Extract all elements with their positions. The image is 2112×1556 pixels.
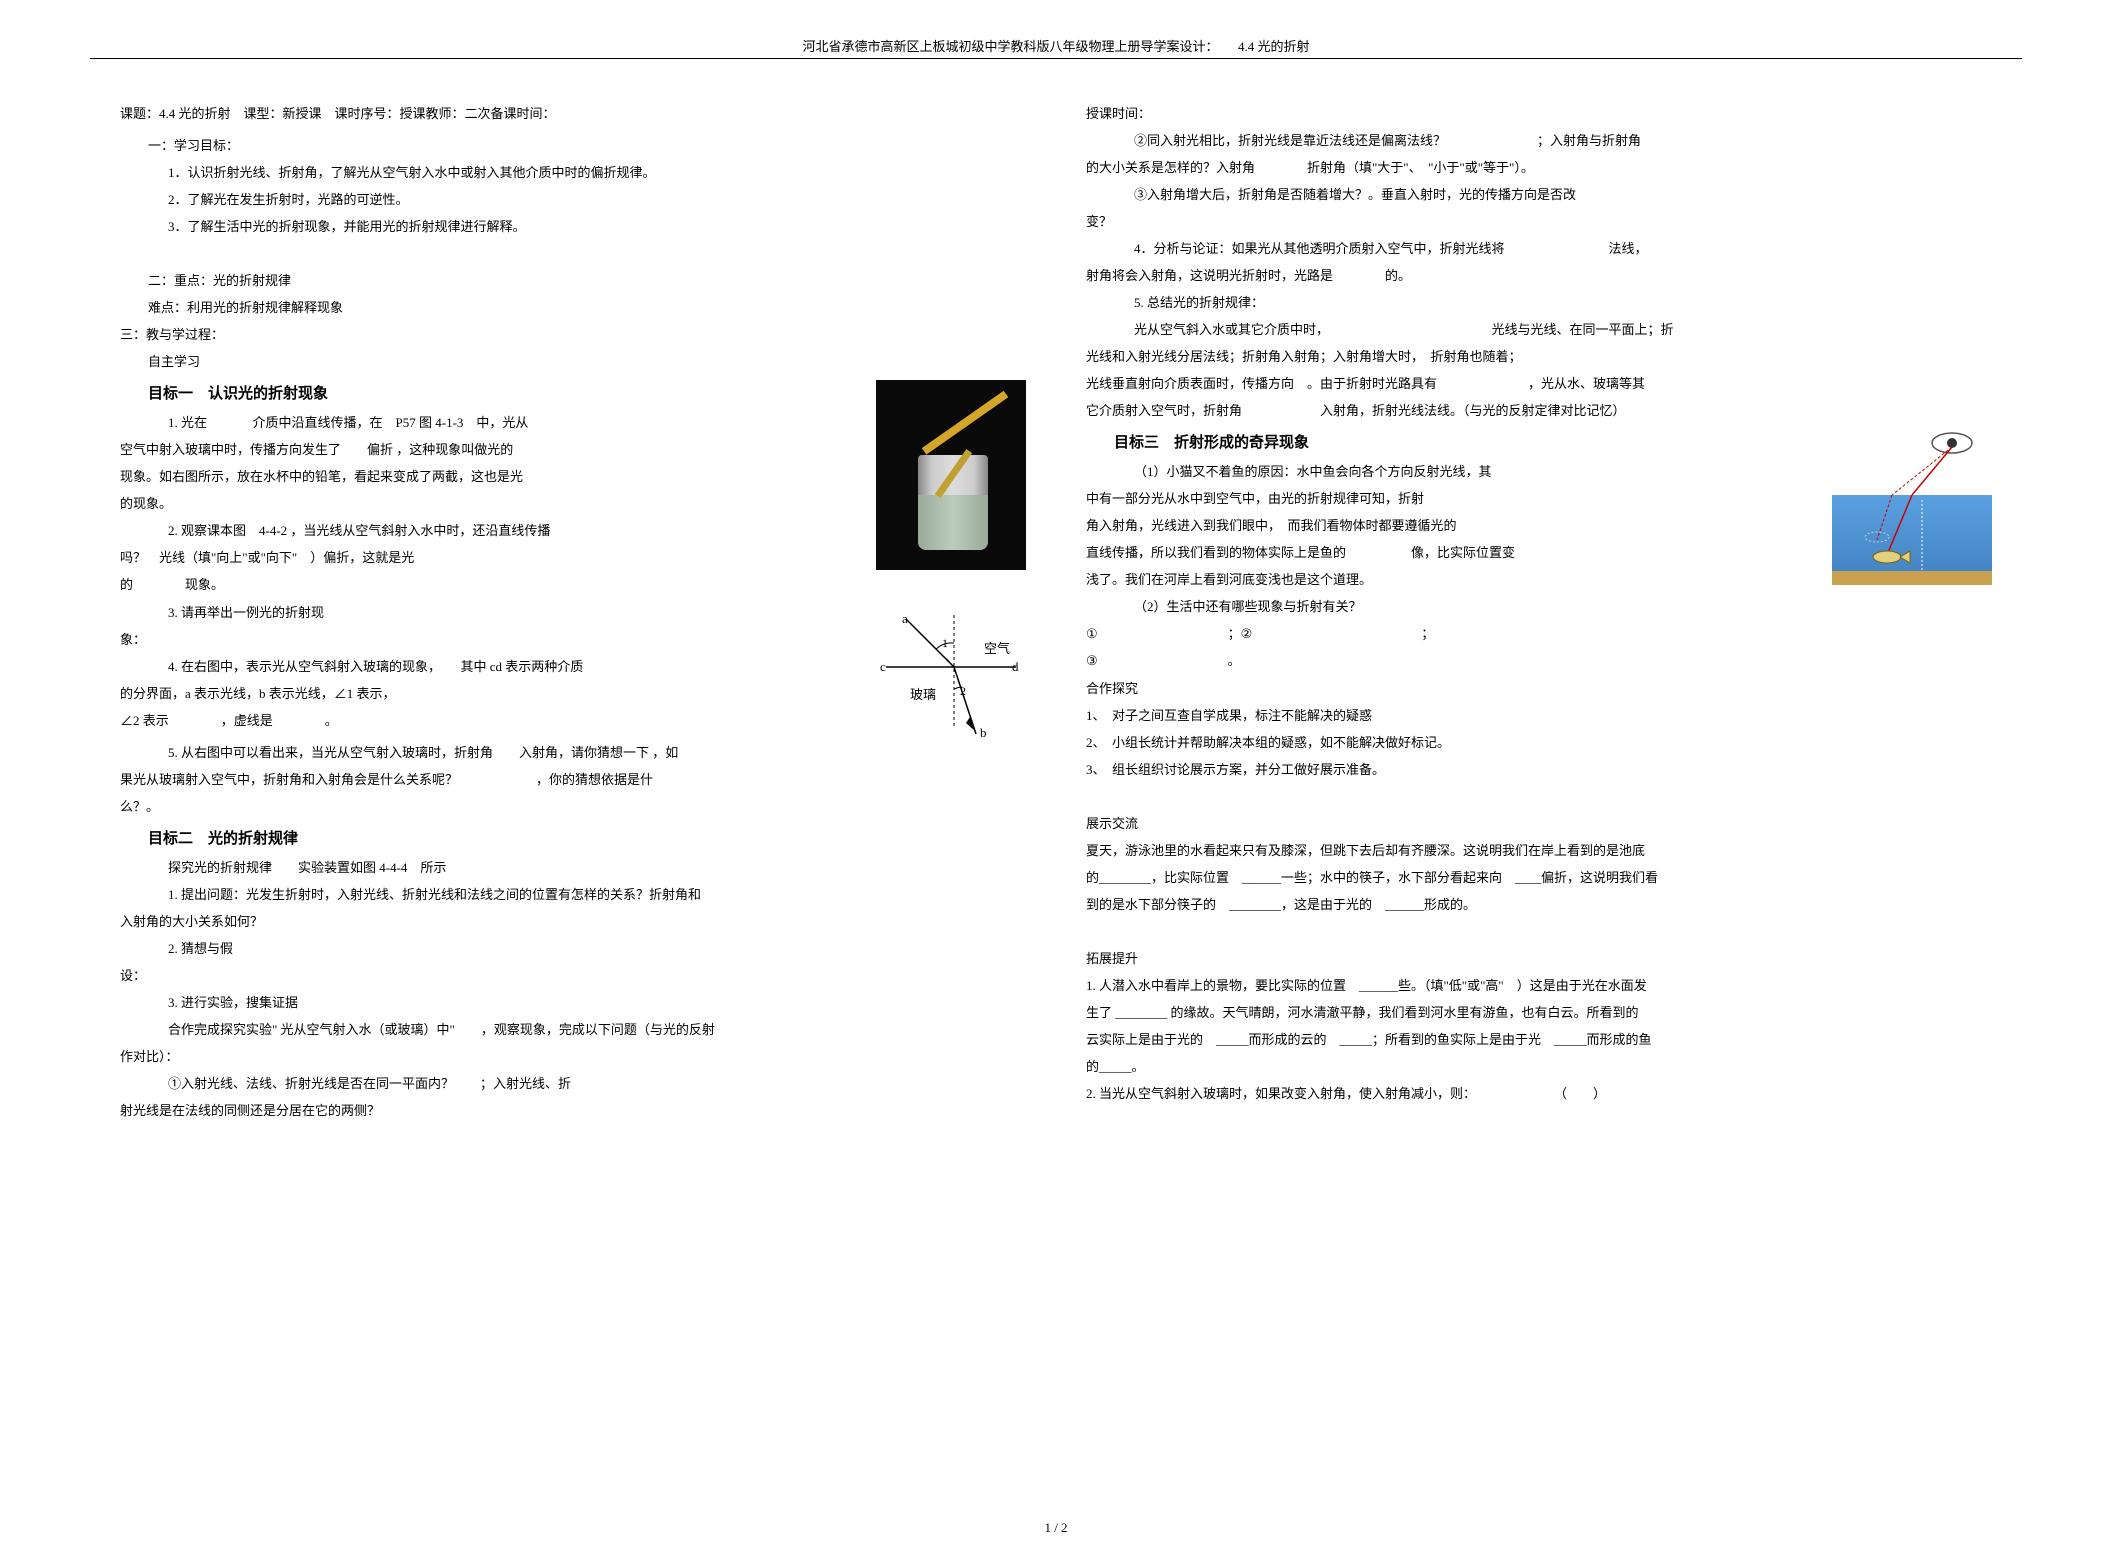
label-air: 空气 (984, 641, 1010, 656)
header-title: 河北省承德市高新区上板城初级中学教科版八年级物理上册导学案设计： 4.4 光的折… (0, 36, 2112, 55)
g2d: 2. 猜想与假 (120, 936, 1026, 962)
r5: 5. 总结光的折射规律： (1086, 290, 1992, 316)
g3f: （2）生活中还有哪些现象与折射有关？ (1086, 594, 1992, 620)
r5a: 光从空气斜入水或其它介质中时， 光线与光线、在同一平面上；折 (1086, 317, 1992, 343)
label-d: d (1012, 659, 1019, 674)
fish-diagram (1832, 425, 1992, 585)
process-heading: 三：教与学过程： (120, 322, 1026, 348)
g1-1a: 1. 光在 (168, 415, 207, 430)
ext5: 2. 当光从空气斜射入玻璃时，如果改变入射角，使入射角减小，则： （ ） (1086, 1081, 1992, 1107)
water-shape (918, 495, 988, 550)
ext4: 的_____。 (1086, 1054, 1992, 1080)
g2f: 3. 进行实验，搜集证据 (120, 990, 1026, 1016)
coop3: 3、 组长组织讨论展示方案，并分工做好展示准备。 (1086, 757, 1992, 783)
g5-line1: 5. 从右图中可以看出来，当光从空气射入玻璃时，折射角 入射角，请你猜想一下 ，… (120, 740, 1026, 766)
refraction-diagram: a b c d 1 2 空气 玻璃 (876, 609, 1026, 739)
g2-line3: 的 现象。 (120, 572, 1026, 598)
g2h: 作对比）： (120, 1044, 1026, 1070)
r1: ②同入射光相比，折射光线是靠近法线还是偏离法线？ ；入射角与折射角 (1086, 128, 1992, 154)
right-column: 授课时间： ②同入射光相比，折射光线是靠近法线还是偏离法线？ ；入射角与折射角 … (1056, 40, 2022, 1125)
show3: 到的是水下部分筷子的 ________，这是由于光的 ______形成的。 (1086, 892, 1992, 918)
r5b: 光线和入射光线分居法线；折射角入射角；入射角增大时， 折射角也随着； (1086, 344, 1992, 370)
ext-heading: 拓展提升 (1086, 946, 1992, 972)
r3: ③入射角增大后，折射角是否随着增大？。垂直入射时，光的传播方向是否改 (1086, 182, 1992, 208)
show-heading: 展示交流 (1086, 811, 1992, 837)
ext3: 云实际上是由于光的 _____而形成的云的 _____；所看到的鱼实际上是由于光… (1086, 1027, 1992, 1053)
self-study: 自主学习 (120, 349, 1026, 375)
page-number: 1 / 2 (1044, 1520, 1067, 1535)
header-divider (90, 58, 2022, 59)
label-2: 2 (960, 684, 966, 698)
label-glass: 玻璃 (910, 687, 936, 702)
refraction-svg: a b c d 1 2 空气 玻璃 (876, 609, 1026, 739)
cat-eye-svg (1832, 425, 1992, 495)
label-a: a (902, 611, 908, 626)
page-container: 课题：4.4 光的折射 课型：新授课 课时序号：授课教师：二次备课时间： 一：学… (0, 0, 2112, 1145)
sand-area (1832, 571, 1992, 585)
label-b: b (980, 725, 987, 739)
g5-line3: 么？。 (120, 794, 1026, 820)
coop2: 2、 小组长统计并帮助解决本组的疑惑，如不能解决做好标记。 (1086, 730, 1992, 756)
g2e: 设： (120, 963, 1026, 989)
r5d: 它介质射入空气时，折射角 入射角，折射光线法线。（与光的反射定律对比记忆） (1086, 398, 1992, 424)
g5-line2: 果光从玻璃射入空气中，折射角和入射角会是什么关系呢？ ，你的猜想依据是什 (120, 767, 1026, 793)
coop-heading: 合作探究 (1086, 676, 1992, 702)
ext1: 1. 人潜入水中看岸上的景物，要比实际的位置 ______些。（填"低"或"高"… (1086, 973, 1992, 999)
header-section: 4.4 光的折射 (1238, 39, 1310, 54)
g3g: ① ；② ； (1086, 621, 1992, 647)
r4b: 射角将会入射角，这说明光折射时，光路是 的。 (1086, 263, 1992, 289)
g2g: 合作完成探究实验" 光从空气射入水（或玻璃）中" ，观察现象，完成以下问题（与光… (120, 1017, 1026, 1043)
coop1: 1、 对子之间互查自学成果，标注不能解决的疑惑 (1086, 703, 1992, 729)
pencil-in-glass-image (876, 380, 1026, 570)
show2: 的________，比实际位置 ______一些；水中的筷子，水下部分看起来向 … (1086, 865, 1992, 891)
r0: 授课时间： (1086, 101, 1992, 127)
g2j: 射光线是在法线的同侧还是分居在它的两侧？ (120, 1098, 1026, 1124)
g1-1b: 介质中沿直线传播，在 P57 图 4-1-3 中，光从 (253, 415, 529, 430)
goal-1: 1．认识折射光线、折射角，了解光从空气射入水中或射入其他介质中时的偏折规律。 (120, 160, 1026, 186)
pencil-top (922, 391, 1009, 455)
goal2-heading: 目标二 光的折射规律 (120, 824, 1026, 854)
goal-2: 2．了解光在发生折射时，光路的可逆性。 (120, 187, 1026, 213)
g2c: 入射角的大小关系如何？ (120, 909, 1026, 935)
difficulty-heading: 难点：利用光的折射规律解释现象 (120, 295, 1026, 321)
r3b: 变？ (1086, 209, 1992, 235)
left-column: 课题：4.4 光的折射 课型：新授课 课时序号：授课教师：二次备课时间： 一：学… (90, 40, 1056, 1125)
show1: 夏天，游泳池里的水看起来只有及膝深，但跳下去后却有齐腰深。这说明我们在岸上看到的… (1086, 838, 1992, 864)
focus-heading: 二：重点：光的折射规律 (120, 268, 1026, 294)
learning-goals-heading: 一：学习目标： (120, 133, 1026, 159)
g2b: 1. 提出问题：光发生折射时，入射光线、折射光线和法线之间的位置有怎样的关系？折… (120, 882, 1026, 908)
r5c: 光线垂直射向介质表面时，传播方向 。由于折射时光路具有 ，光从水、玻璃等其 (1086, 371, 1992, 397)
goal-3: 3．了解生活中光的折射现象，并能用光的折射规律进行解释。 (120, 214, 1026, 240)
ext2: 生了 ________ 的缘故。天气晴朗，河水清澈平静，我们看到河水里有游鱼，也… (1086, 1000, 1992, 1026)
page-footer: 1 / 2 (0, 1520, 2112, 1536)
r4: 4．分析与论证：如果光从其他透明介质射入空气中，折射光线将 法线， (1086, 236, 1992, 262)
r2: 的大小关系是怎样的？入射角 折射角（填"大于"、 "小于"或"等于"）。 (1086, 155, 1992, 181)
g2a: 探究光的折射规律 实验装置如图 4-4-4 所示 (120, 855, 1026, 881)
label-c: c (880, 659, 886, 674)
header-text: 河北省承德市高新区上板城初级中学教科版八年级物理上册导学案设计： (802, 39, 1218, 54)
lesson-title: 课题：4.4 光的折射 课型：新授课 课时序号：授课教师：二次备课时间： (120, 101, 1026, 127)
g3h: ③ 。 (1086, 648, 1992, 674)
g2i: ①入射光线、法线、折射光线是否在同一平面内？ ；入射光线、折 (120, 1071, 1026, 1097)
